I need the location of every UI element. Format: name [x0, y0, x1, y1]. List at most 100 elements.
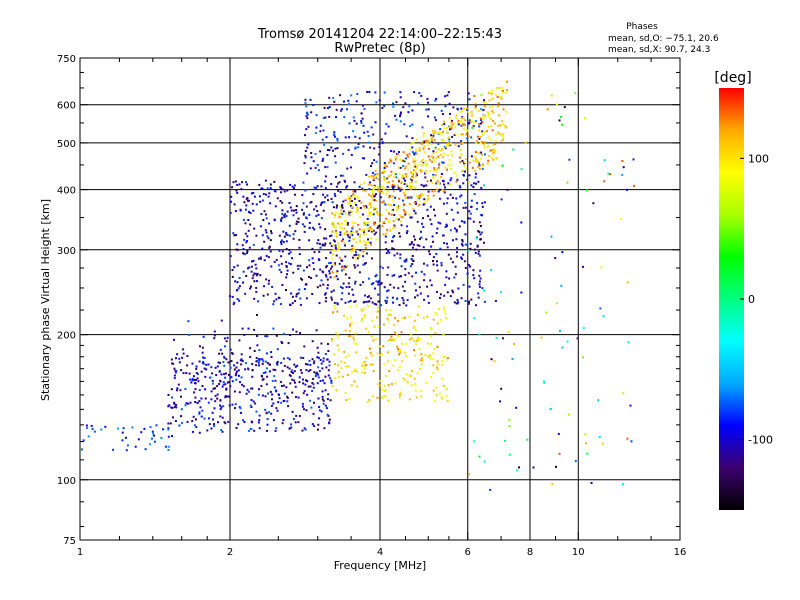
data-point	[425, 381, 428, 384]
data-point	[392, 199, 394, 202]
data-point	[356, 197, 359, 200]
data-point	[455, 197, 458, 200]
data-point	[236, 183, 239, 186]
data-point	[299, 356, 302, 359]
data-point	[222, 405, 225, 408]
data-point	[294, 193, 296, 196]
data-point	[188, 334, 191, 336]
data-point	[354, 280, 357, 283]
data-point	[233, 390, 236, 393]
data-point	[219, 379, 222, 382]
data-point	[343, 116, 346, 119]
data-point	[291, 302, 294, 305]
data-point	[372, 177, 375, 180]
data-point	[389, 228, 391, 231]
data-point	[363, 223, 366, 226]
data-point	[363, 365, 366, 368]
data-point	[397, 178, 400, 181]
data-point	[431, 136, 434, 139]
data-point	[455, 255, 458, 258]
data-point	[249, 223, 252, 226]
data-point	[420, 183, 423, 186]
data-point	[278, 397, 281, 400]
data-point	[508, 425, 511, 428]
data-point	[480, 186, 483, 189]
data-point	[500, 198, 503, 201]
data-point	[268, 370, 271, 373]
data-point	[324, 166, 327, 169]
data-point	[481, 130, 484, 133]
data-point	[200, 415, 203, 418]
data-point	[186, 420, 189, 423]
data-point	[253, 328, 256, 331]
data-point	[365, 327, 368, 330]
data-point	[486, 145, 489, 148]
data-point	[289, 263, 292, 266]
data-point	[350, 205, 352, 207]
data-point	[435, 232, 438, 234]
data-point	[447, 141, 450, 144]
data-point	[240, 376, 243, 379]
data-point	[306, 380, 309, 383]
data-point	[390, 209, 393, 212]
data-point	[244, 208, 247, 211]
data-point	[292, 328, 294, 331]
data-point	[397, 186, 400, 189]
data-point	[251, 265, 253, 268]
data-point	[389, 313, 392, 316]
data-point	[430, 134, 433, 137]
data-point	[406, 299, 409, 302]
data-point	[415, 172, 418, 175]
data-point	[399, 393, 401, 396]
data-point	[439, 297, 441, 299]
data-point	[354, 368, 357, 371]
data-point	[438, 182, 440, 185]
data-point	[269, 390, 272, 393]
data-point	[410, 216, 413, 219]
data-point	[554, 257, 557, 260]
data-point	[280, 191, 282, 194]
data-point	[420, 236, 423, 239]
data-point	[418, 149, 421, 152]
data-point	[301, 278, 304, 281]
data-point	[224, 396, 227, 399]
data-point	[225, 388, 228, 391]
data-point	[342, 238, 345, 241]
data-point	[339, 94, 342, 97]
data-point	[170, 406, 173, 409]
data-point	[586, 452, 589, 455]
data-point	[470, 298, 473, 301]
data-point	[302, 378, 304, 381]
data-point	[367, 135, 370, 137]
data-point	[330, 379, 333, 382]
data-point	[322, 209, 325, 212]
data-point	[422, 132, 425, 135]
data-point	[347, 365, 350, 368]
data-point	[380, 304, 383, 307]
data-point	[404, 213, 407, 216]
data-point	[338, 256, 341, 259]
data-point	[275, 298, 278, 301]
data-point	[479, 136, 482, 139]
data-point	[337, 364, 339, 367]
data-point	[301, 402, 304, 405]
data-point	[253, 350, 256, 352]
data-point	[350, 195, 353, 197]
data-point	[574, 92, 577, 95]
data-point	[87, 435, 90, 438]
data-point	[324, 300, 327, 303]
data-point	[425, 164, 428, 167]
data-point	[366, 224, 369, 227]
data-point	[359, 240, 362, 243]
data-point	[448, 277, 451, 280]
data-point	[429, 205, 432, 208]
data-point	[243, 333, 246, 336]
data-point	[448, 158, 451, 161]
data-point	[223, 373, 226, 376]
data-point	[294, 385, 297, 388]
data-point	[191, 362, 194, 365]
data-point	[337, 245, 340, 248]
data-point	[435, 394, 438, 397]
data-point	[408, 105, 411, 108]
data-point	[475, 208, 478, 211]
